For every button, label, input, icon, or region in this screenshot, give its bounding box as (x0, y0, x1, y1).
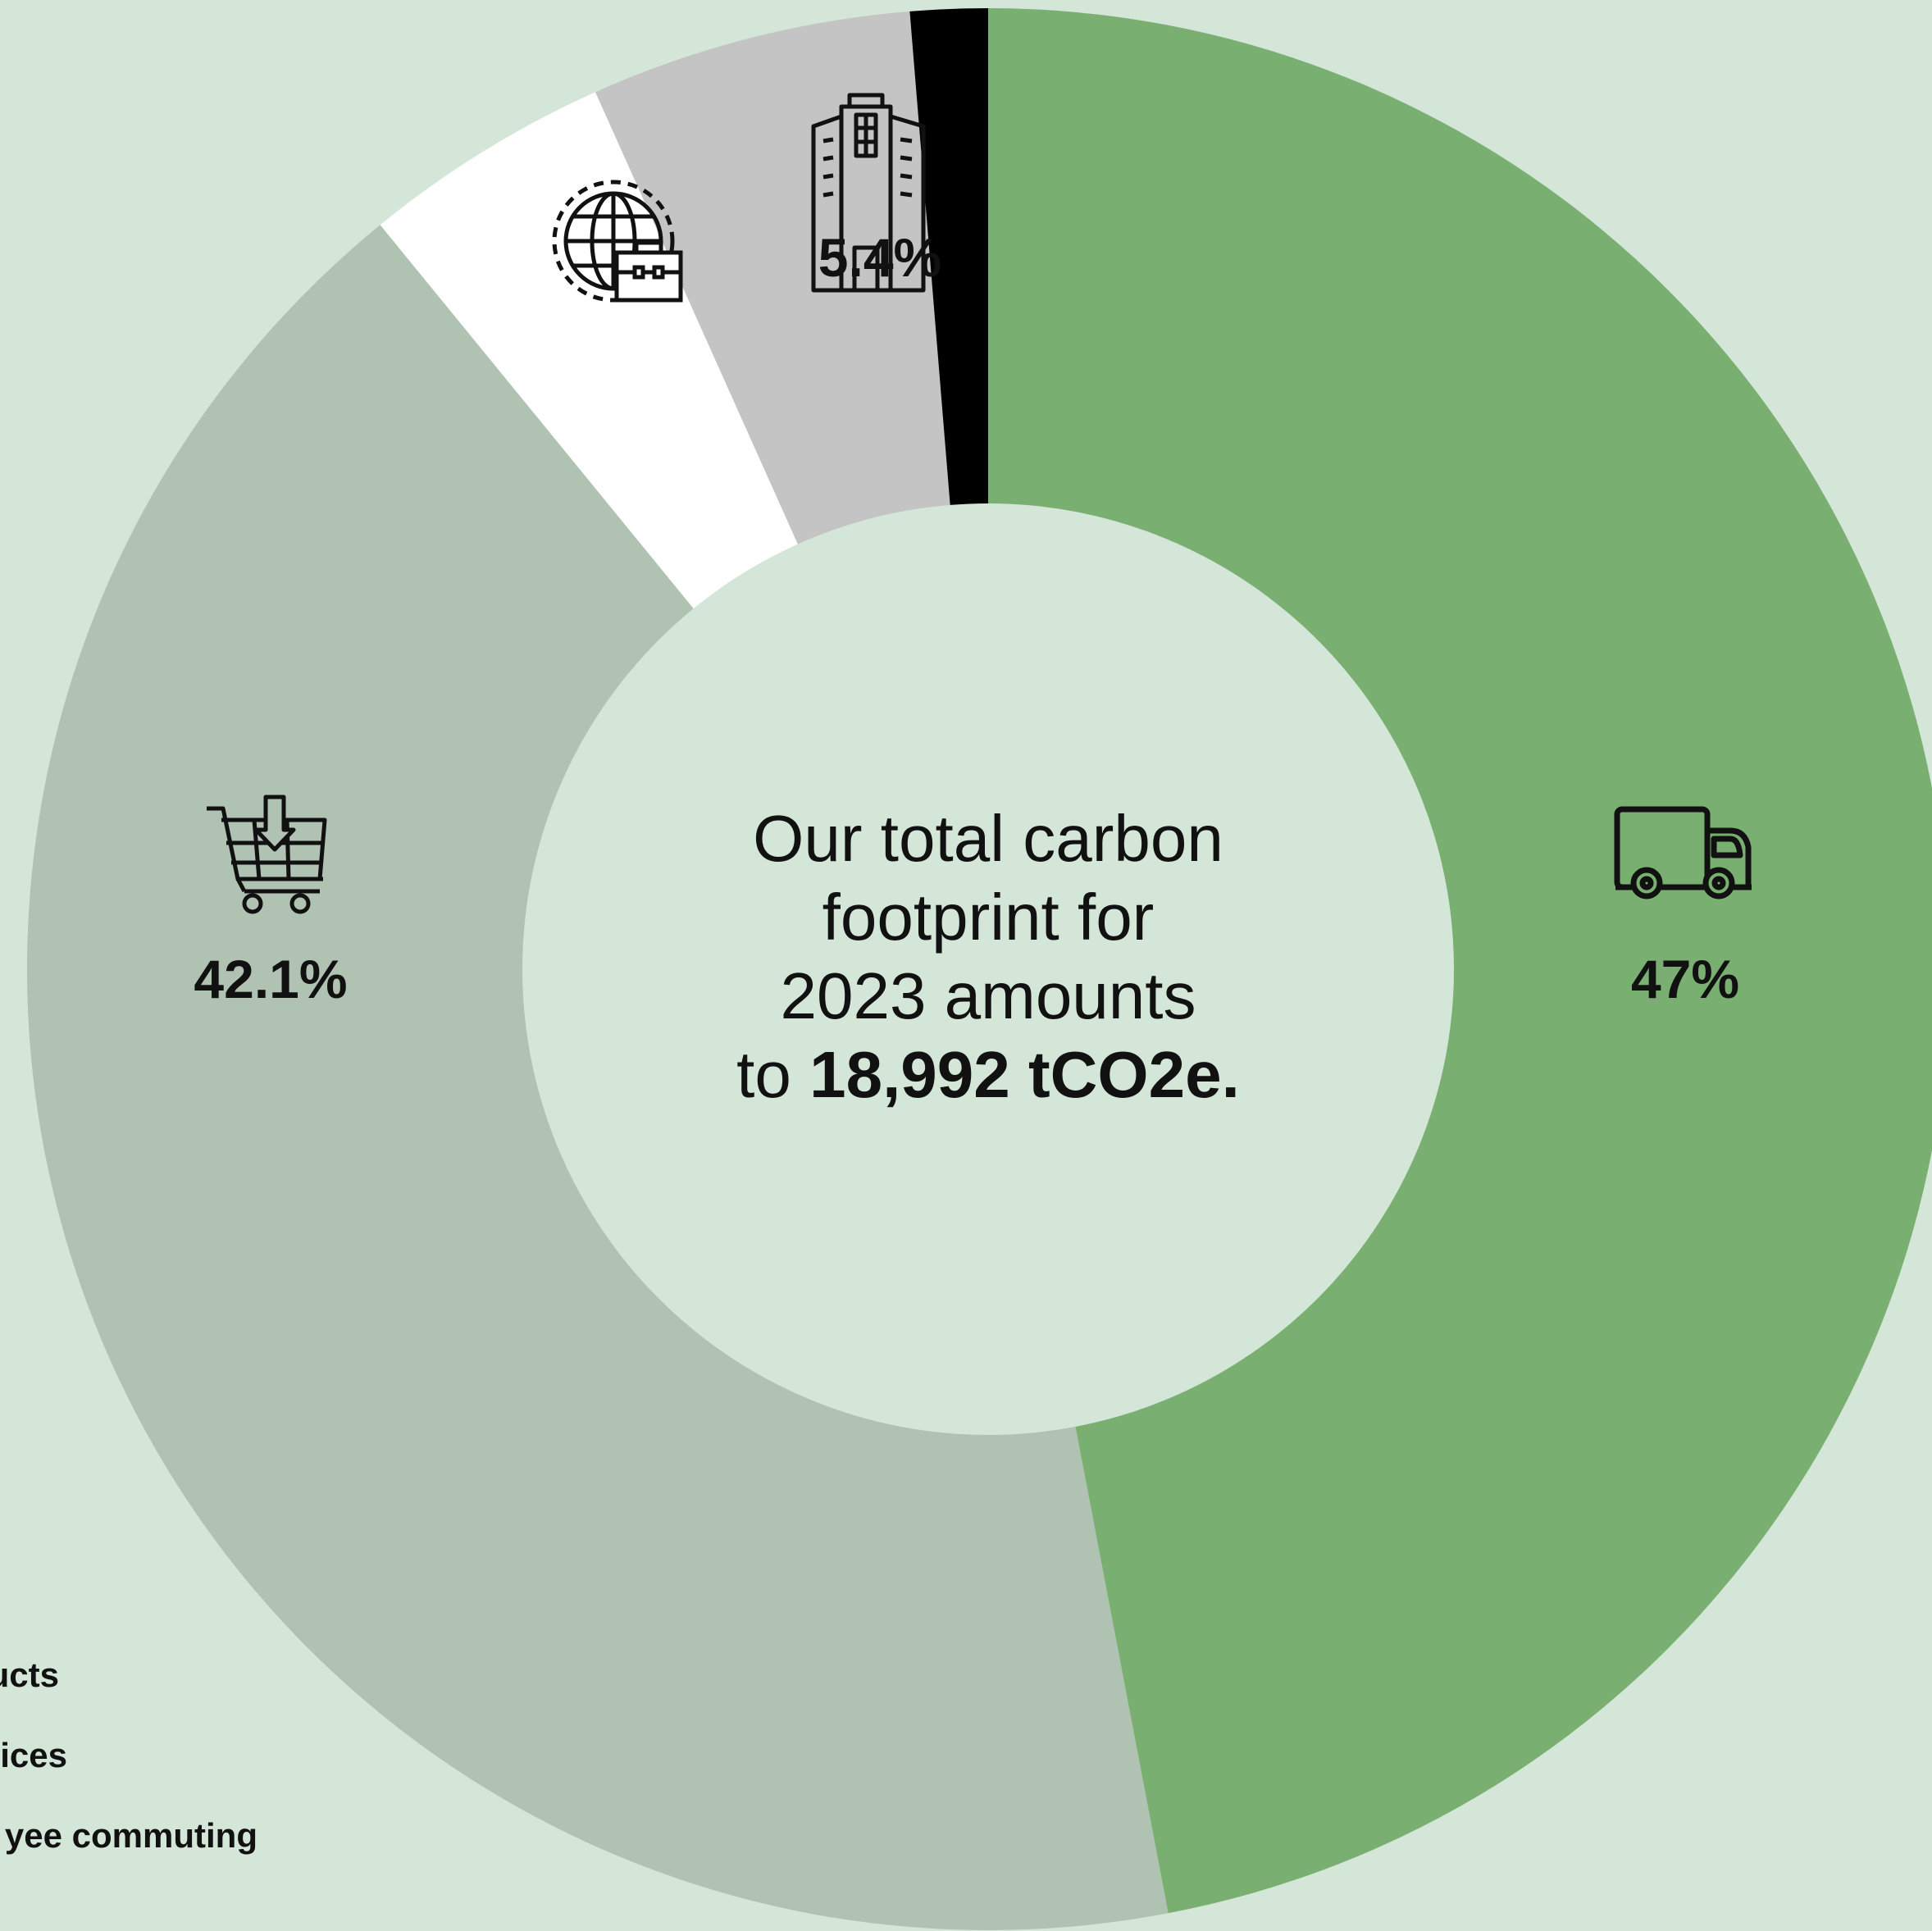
legend-item: yee commuting (0, 1815, 257, 1856)
center-text-line-1: Our total carbon (753, 802, 1223, 875)
legend-item-label: ices (0, 1736, 67, 1774)
slice-capital-goods (595, 11, 950, 544)
center-text-line-4: to 18,992 tCO2e. (640, 1036, 1337, 1114)
total-emissions-value: 18,992 tCO2e. (809, 1038, 1240, 1111)
truck-icon (1614, 806, 1752, 899)
slice-label-capital-goods: 5.4% (818, 227, 941, 288)
shopping-cart-icon (207, 795, 327, 914)
center-text-prefix: to (736, 1038, 810, 1111)
slice-other (909, 8, 988, 505)
legend-item: ucts (0, 1655, 59, 1696)
slice-label-purchased-goods: 42.1% (194, 949, 347, 1009)
legend-item-label: yee commuting (4, 1816, 257, 1855)
legend-item: ices (0, 1735, 67, 1776)
legend-item-label: ucts (0, 1655, 59, 1694)
center-summary-text: Our total carbon footprint for 2023 amou… (640, 799, 1337, 1114)
slice-purchased-goods (26, 225, 1169, 1930)
slice-label-distribution: 47% (1631, 949, 1739, 1009)
slice-business-travel (380, 92, 798, 609)
globe-briefcase-icon (552, 180, 683, 303)
slice-distribution (988, 8, 1932, 1914)
center-text-line-2: footprint for (822, 881, 1155, 954)
center-text-line-3: 2023 amounts (780, 959, 1196, 1032)
office-building-icon (811, 93, 926, 293)
